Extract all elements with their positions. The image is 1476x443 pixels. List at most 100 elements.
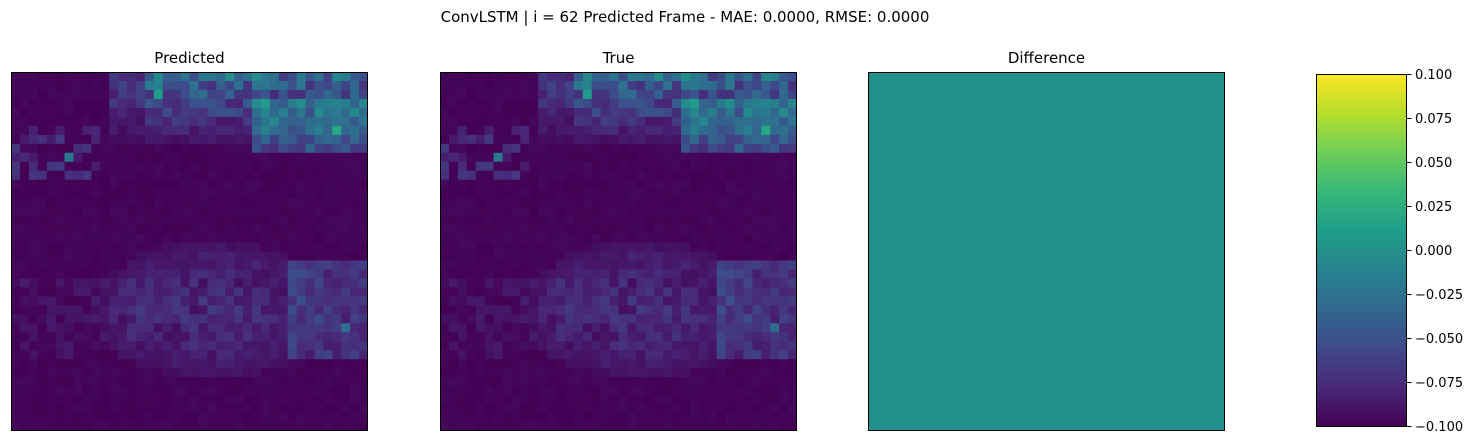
true-cell — [609, 72, 620, 82]
true-cell — [591, 188, 602, 199]
difference-cell — [1019, 152, 1030, 163]
predicted-cell — [359, 72, 368, 82]
difference-cell — [1010, 341, 1021, 351]
difference-cell — [1180, 323, 1190, 333]
predicted-cell — [216, 152, 226, 163]
predicted-cell — [260, 287, 271, 297]
true-cell — [770, 386, 780, 396]
predicted-cell — [305, 98, 316, 109]
predicted-cell — [64, 179, 75, 190]
true-cell — [707, 206, 718, 217]
true-cell — [511, 323, 521, 333]
predicted-cell — [287, 233, 298, 244]
true-cell — [627, 305, 637, 315]
true-cell — [689, 197, 700, 208]
difference-cell — [1144, 125, 1155, 136]
difference-cell — [903, 188, 914, 199]
predicted-cell — [180, 296, 191, 306]
predicted-cell — [55, 170, 66, 181]
predicted-cell — [109, 404, 119, 414]
difference-cell — [1108, 368, 1119, 378]
difference-cell — [966, 89, 976, 100]
true-cell — [663, 98, 673, 109]
predicted-cell — [82, 278, 92, 288]
difference-cell — [1180, 188, 1190, 199]
true-cell — [779, 233, 789, 244]
predicted-cell — [198, 395, 208, 405]
true-cell — [743, 395, 753, 405]
true-cell — [770, 152, 780, 163]
difference-cell — [1108, 404, 1119, 414]
true-cell — [770, 323, 780, 333]
predicted-cell — [314, 395, 324, 405]
difference-cell — [894, 323, 905, 333]
difference-cell — [1135, 179, 1146, 190]
difference-cell — [1216, 179, 1225, 190]
predicted-cell — [314, 404, 324, 414]
difference-cell — [1028, 368, 1039, 378]
predicted-cell — [19, 287, 30, 297]
true-cell — [716, 134, 727, 145]
predicted-cell — [91, 224, 101, 235]
difference-cell — [1153, 368, 1164, 378]
predicted-cell — [305, 107, 316, 118]
true-cell — [734, 332, 745, 342]
predicted-cell — [225, 152, 235, 163]
predicted-cell — [100, 278, 110, 288]
difference-cell — [1117, 72, 1128, 82]
difference-cell — [1100, 278, 1110, 288]
true-cell — [564, 89, 575, 100]
true-cell — [788, 242, 797, 253]
true-cell — [484, 197, 495, 208]
difference-cell — [885, 215, 896, 226]
difference-cell — [1064, 206, 1074, 217]
true-cell — [725, 179, 736, 190]
true-cell — [448, 296, 459, 306]
difference-cell — [894, 224, 905, 235]
predicted-cell — [162, 242, 173, 253]
difference-cell — [1207, 395, 1217, 405]
true-cell — [698, 107, 709, 118]
predicted-cell — [55, 422, 66, 431]
predicted-cell — [37, 134, 48, 145]
predicted-cell — [55, 269, 66, 280]
difference-cell — [1108, 377, 1119, 387]
difference-cell — [957, 269, 967, 280]
predicted-cell — [296, 134, 307, 145]
difference-cell — [1144, 404, 1155, 414]
true-cell — [680, 332, 691, 342]
difference-cell — [948, 305, 958, 315]
predicted-cell — [243, 72, 253, 82]
true-cell — [689, 161, 700, 172]
true-cell — [484, 233, 495, 244]
difference-cell — [1162, 287, 1173, 297]
difference-cell — [1117, 143, 1128, 154]
difference-cell — [1126, 179, 1137, 190]
predicted-cell — [332, 359, 342, 369]
true-cell — [663, 224, 673, 235]
predicted-cell — [64, 314, 75, 324]
difference-cell — [1091, 368, 1101, 378]
difference-cell — [930, 350, 941, 360]
difference-cell — [1189, 72, 1199, 82]
difference-cell — [1082, 305, 1092, 315]
true-cell — [698, 179, 709, 190]
true-cell — [538, 377, 548, 387]
difference-cell — [1073, 188, 1083, 199]
true-cell — [609, 413, 620, 423]
predicted-cell — [135, 359, 146, 369]
predicted-cell — [216, 107, 226, 118]
difference-cell — [1010, 80, 1021, 91]
predicted-cell — [82, 386, 92, 396]
predicted-cell — [11, 269, 21, 280]
true-cell — [663, 242, 673, 253]
difference-cell — [1019, 422, 1030, 431]
difference-cell — [1055, 143, 1065, 154]
true-cell — [457, 341, 468, 351]
true-cell — [538, 80, 548, 91]
predicted-cell — [350, 233, 360, 244]
true-cell — [707, 170, 718, 181]
difference-cell — [975, 278, 985, 288]
true-cell — [448, 125, 459, 136]
predicted-cell — [82, 179, 92, 190]
